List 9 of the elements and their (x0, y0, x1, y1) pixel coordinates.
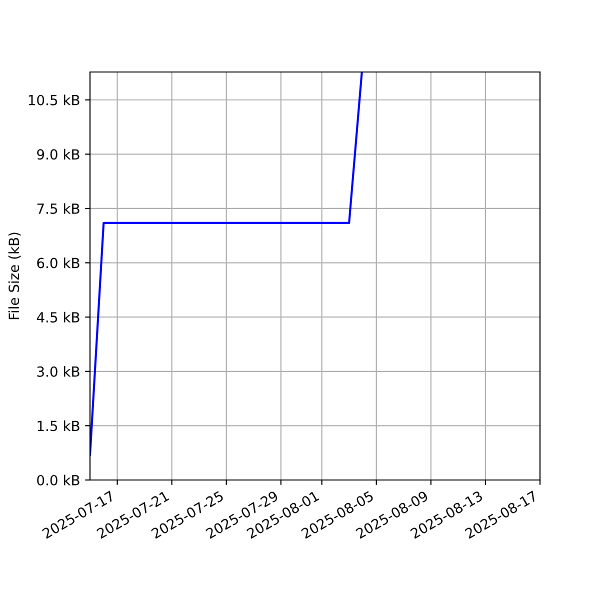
y-tick-label: 6.0 kB (37, 258, 80, 268)
y-tick-label: 10.5 kB (28, 94, 80, 106)
y-tick-label: 7.5 kB (37, 203, 80, 214)
y-tick-label: 4.5 kB (36, 312, 80, 323)
y-tick-label: 1.5 kB (38, 420, 80, 432)
y-tick-label: 3.0 kB (37, 366, 80, 377)
y-axis-title: File Size (kB) (8, 232, 21, 320)
y-tick-label: 9.0 kB (37, 148, 80, 160)
y-tick-label: 0.0 kB (37, 474, 80, 486)
